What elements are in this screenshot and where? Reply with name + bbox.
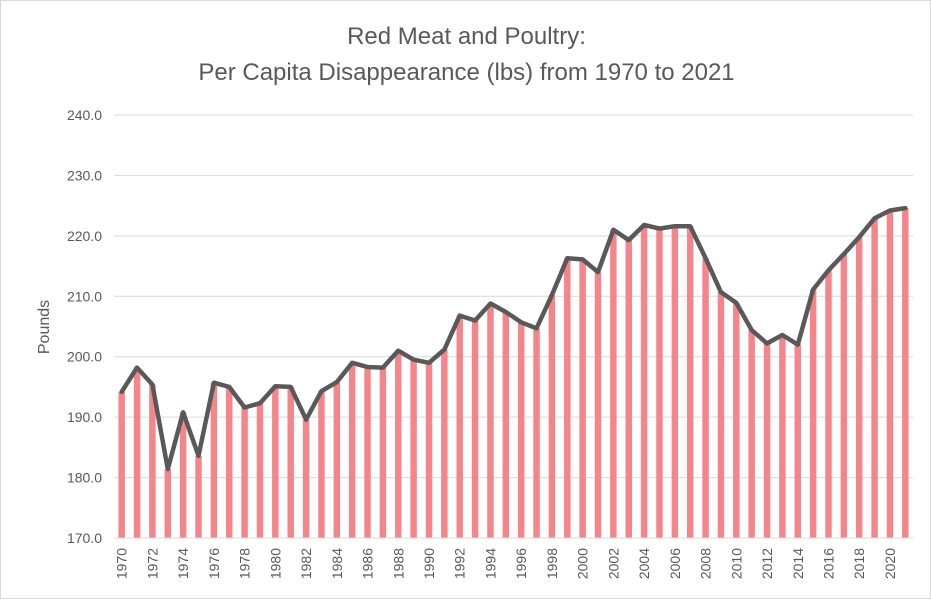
y-tick-label: 240.0 bbox=[67, 107, 102, 123]
bar bbox=[517, 322, 525, 538]
y-tick-label: 170.0 bbox=[67, 530, 102, 546]
bar bbox=[333, 382, 341, 538]
y-tick-label: 210.0 bbox=[67, 288, 102, 304]
bar bbox=[579, 259, 586, 538]
x-tick-label: 2014 bbox=[790, 548, 806, 579]
x-tick-label: 1972 bbox=[144, 548, 160, 579]
x-tick-label: 1998 bbox=[544, 548, 560, 579]
bar bbox=[840, 253, 848, 538]
bar bbox=[364, 366, 371, 538]
bar bbox=[779, 334, 786, 538]
x-tick-label: 1978 bbox=[237, 548, 253, 579]
bar bbox=[502, 311, 510, 538]
x-tick-label: 2000 bbox=[575, 548, 591, 579]
bar bbox=[487, 303, 494, 538]
bar bbox=[164, 469, 172, 538]
bar bbox=[241, 407, 248, 538]
y-tick-label: 190.0 bbox=[67, 409, 102, 425]
bar bbox=[564, 258, 571, 538]
bar bbox=[395, 350, 402, 538]
bar bbox=[656, 228, 663, 538]
bar bbox=[379, 367, 387, 538]
x-tick-label: 1984 bbox=[329, 548, 345, 579]
bar bbox=[886, 210, 894, 538]
bar bbox=[871, 218, 878, 538]
y-axis: 170.0 180.0 190.0 200.0 210.0 220.0 230.0 240.0 bbox=[67, 107, 102, 546]
chart-title: Red Meat and Poultry: bbox=[347, 23, 586, 50]
bar bbox=[794, 344, 801, 538]
bar bbox=[594, 272, 602, 538]
trend-line-layer bbox=[119, 205, 908, 472]
trend-line bbox=[119, 205, 908, 472]
bar bbox=[456, 315, 463, 538]
bars bbox=[118, 208, 909, 539]
x-tick-label: 1974 bbox=[175, 548, 191, 579]
bar bbox=[287, 386, 294, 538]
bar bbox=[548, 295, 556, 538]
bar bbox=[625, 240, 632, 538]
bar bbox=[717, 292, 725, 538]
bar bbox=[133, 367, 141, 538]
x-axis: 1970 1972 1974 1976 1978 1980 1982 1984 1986 1988… bbox=[114, 537, 913, 579]
x-tick-label: 1990 bbox=[421, 548, 437, 579]
x-tick-label: 1988 bbox=[390, 548, 406, 579]
x-tick-label: 2018 bbox=[851, 548, 867, 579]
bar bbox=[471, 320, 479, 538]
x-tick-label: 2010 bbox=[728, 548, 744, 579]
gridlines bbox=[114, 114, 913, 539]
x-tick-label: 2002 bbox=[605, 548, 621, 579]
bar bbox=[610, 229, 617, 539]
bar bbox=[855, 237, 863, 538]
x-tick-label: 2008 bbox=[698, 548, 714, 579]
x-tick-label: 1982 bbox=[298, 548, 314, 579]
bar bbox=[348, 362, 356, 538]
bar bbox=[179, 412, 187, 538]
x-tick-label: 2006 bbox=[667, 548, 683, 579]
x-tick-label: 2012 bbox=[759, 548, 775, 579]
bar bbox=[226, 386, 233, 538]
x-tick-label: 1986 bbox=[360, 548, 376, 579]
bar bbox=[318, 391, 325, 538]
x-tick-label: 1970 bbox=[114, 548, 130, 579]
y-tick-label: 200.0 bbox=[67, 349, 102, 365]
bar bbox=[809, 289, 817, 538]
bar bbox=[256, 403, 264, 538]
bar bbox=[302, 419, 310, 538]
bar bbox=[733, 302, 740, 538]
bar bbox=[533, 328, 540, 538]
bar bbox=[441, 349, 448, 538]
bar bbox=[763, 343, 771, 538]
x-tick-label: 1994 bbox=[483, 548, 499, 579]
bar bbox=[902, 208, 909, 538]
y-tick-label: 180.0 bbox=[67, 470, 102, 486]
bar bbox=[272, 386, 279, 538]
bar bbox=[195, 455, 202, 538]
bar bbox=[671, 226, 679, 538]
bar bbox=[825, 270, 832, 538]
bar bbox=[686, 226, 694, 538]
y-tick-label: 230.0 bbox=[67, 167, 102, 183]
x-tick-label: 1980 bbox=[267, 548, 283, 579]
x-tick-label: 1992 bbox=[452, 548, 468, 579]
x-tick-label: 1996 bbox=[513, 548, 529, 579]
bar bbox=[410, 359, 417, 538]
bar bbox=[118, 391, 125, 538]
bar bbox=[425, 362, 433, 538]
x-tick-label: 2004 bbox=[636, 548, 652, 579]
y-tick-label: 220.0 bbox=[67, 228, 102, 244]
y-axis-label: Pounds bbox=[36, 300, 53, 354]
bar bbox=[702, 258, 709, 538]
chart-subtitle: Per Capita Disappearance (lbs) from 1970… bbox=[198, 59, 735, 86]
x-tick-label: 2020 bbox=[882, 548, 898, 579]
x-tick-label: 1976 bbox=[206, 548, 222, 579]
bar bbox=[640, 224, 648, 539]
x-tick-label: 2016 bbox=[821, 548, 837, 579]
bar bbox=[748, 330, 755, 538]
bar bbox=[149, 384, 156, 538]
bar bbox=[210, 382, 218, 538]
